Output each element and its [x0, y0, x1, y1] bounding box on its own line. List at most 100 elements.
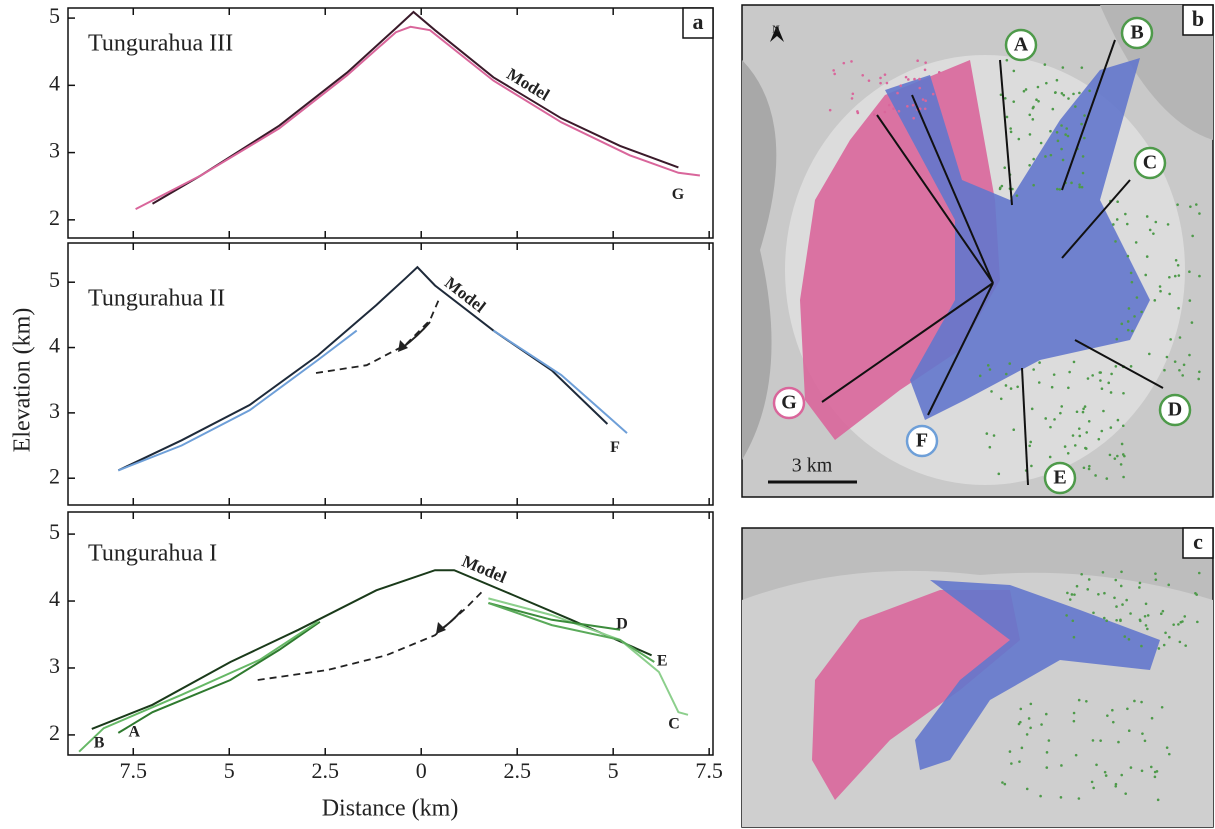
- map-dot: [1008, 750, 1012, 753]
- marker-circle: [1133, 146, 1167, 180]
- map-dot: [1176, 263, 1180, 267]
- map-dot: [907, 78, 910, 81]
- panel-title: Tungurahua II: [88, 286, 225, 312]
- map-dot: [1123, 635, 1127, 638]
- map-dot: [867, 79, 871, 82]
- x-axis-label: Distance (km): [322, 796, 459, 822]
- map-dot: [1000, 184, 1004, 188]
- map-dot: [986, 364, 990, 367]
- map-dot: [1085, 431, 1089, 434]
- map-dot: [1049, 153, 1053, 157]
- map-dot: [1115, 218, 1119, 221]
- map-dot: [1099, 371, 1103, 374]
- deposit-blue: [885, 58, 1150, 420]
- map-dot: [1064, 133, 1067, 136]
- map-dot: [1055, 130, 1059, 134]
- map-dot: [1172, 623, 1175, 626]
- marker-label: B: [1130, 22, 1143, 44]
- map-dot: [1074, 105, 1077, 108]
- map-dot: [1120, 773, 1124, 777]
- map-dot: [1127, 307, 1131, 310]
- x-tick-label: 7.5: [695, 758, 723, 783]
- map-dot: [1129, 766, 1133, 769]
- map-dot: [1125, 598, 1128, 602]
- map-dot: [1100, 429, 1104, 433]
- map-dot: [1063, 445, 1067, 448]
- map-dot: [1114, 365, 1118, 368]
- map-dot: [1078, 91, 1081, 95]
- map-dot: [850, 60, 853, 63]
- map-dot: [885, 81, 889, 85]
- map-dot: [1140, 310, 1143, 314]
- map-dot: [1092, 611, 1095, 615]
- map-dot: [992, 434, 996, 437]
- map-dot: [887, 103, 891, 107]
- map-dot: [1078, 183, 1081, 186]
- map-dot: [1165, 355, 1169, 359]
- series-label: G: [672, 186, 685, 203]
- map-dot: [1115, 605, 1118, 608]
- map-dot: [1017, 137, 1021, 141]
- map-dot: [1015, 194, 1019, 197]
- map-dot: [1173, 360, 1177, 363]
- y-tick-label: 5: [49, 267, 60, 292]
- map-dot: [1167, 583, 1171, 587]
- map-dot: [1060, 405, 1064, 408]
- profile-line: [91, 569, 653, 730]
- map-dot: [1045, 751, 1049, 754]
- map-dot: [916, 59, 919, 62]
- map-dot: [1028, 163, 1031, 167]
- series-label: D: [616, 615, 628, 632]
- map-dot: [1009, 127, 1012, 130]
- map-dot: [1054, 91, 1057, 94]
- map-dot: [832, 69, 835, 72]
- map-dot: [1148, 352, 1151, 356]
- map-dot: [1155, 770, 1159, 773]
- map-dot: [1152, 232, 1155, 235]
- marker-circle: [1120, 16, 1154, 50]
- map-dot: [1060, 764, 1063, 767]
- map-dot: [892, 107, 895, 111]
- map-dot: [1082, 407, 1085, 411]
- map-dot: [1146, 627, 1149, 631]
- map-dot: [879, 76, 882, 80]
- map-dot: [1072, 719, 1076, 723]
- map-dot: [1032, 368, 1035, 371]
- map-dot: [924, 61, 927, 64]
- series-label: E: [657, 653, 668, 670]
- marker-circle: [1043, 461, 1077, 495]
- map-dot: [1122, 391, 1125, 395]
- map-dot: [1144, 624, 1148, 627]
- map-dot: [1044, 417, 1048, 420]
- panel-label: b: [1192, 6, 1204, 31]
- panel-label-box: [1182, 4, 1214, 36]
- profile-line: [78, 620, 319, 753]
- map-dot: [1087, 467, 1091, 471]
- x-tick-label: 0: [416, 758, 427, 783]
- map-dot: [1112, 223, 1115, 226]
- map-dot: [842, 61, 846, 65]
- x-tick-label: 2.5: [503, 758, 531, 783]
- map-dot: [1148, 228, 1152, 232]
- map-dot: [997, 472, 1001, 476]
- map-dot: [1125, 222, 1129, 226]
- map-dot: [1157, 647, 1161, 650]
- map-dot: [1129, 612, 1132, 615]
- map-dot: [1109, 426, 1113, 429]
- map-dot: [1078, 185, 1081, 189]
- panel-title: Tungurahua III: [88, 31, 233, 57]
- map-dot: [1102, 616, 1106, 620]
- y-tick-label: 4: [49, 70, 60, 95]
- map-dot: [1160, 705, 1164, 709]
- map-dot: [1066, 451, 1070, 455]
- map-dot: [1040, 723, 1043, 726]
- map-dot: [1116, 200, 1119, 204]
- map-dot: [1052, 373, 1056, 376]
- map-dot: [1070, 593, 1074, 596]
- map-dot: [1072, 360, 1076, 364]
- map-dot: [1032, 157, 1035, 161]
- series-label: C: [668, 716, 680, 733]
- map-dot: [1038, 361, 1041, 364]
- map-dot: [913, 77, 916, 81]
- map-dot: [1188, 353, 1191, 357]
